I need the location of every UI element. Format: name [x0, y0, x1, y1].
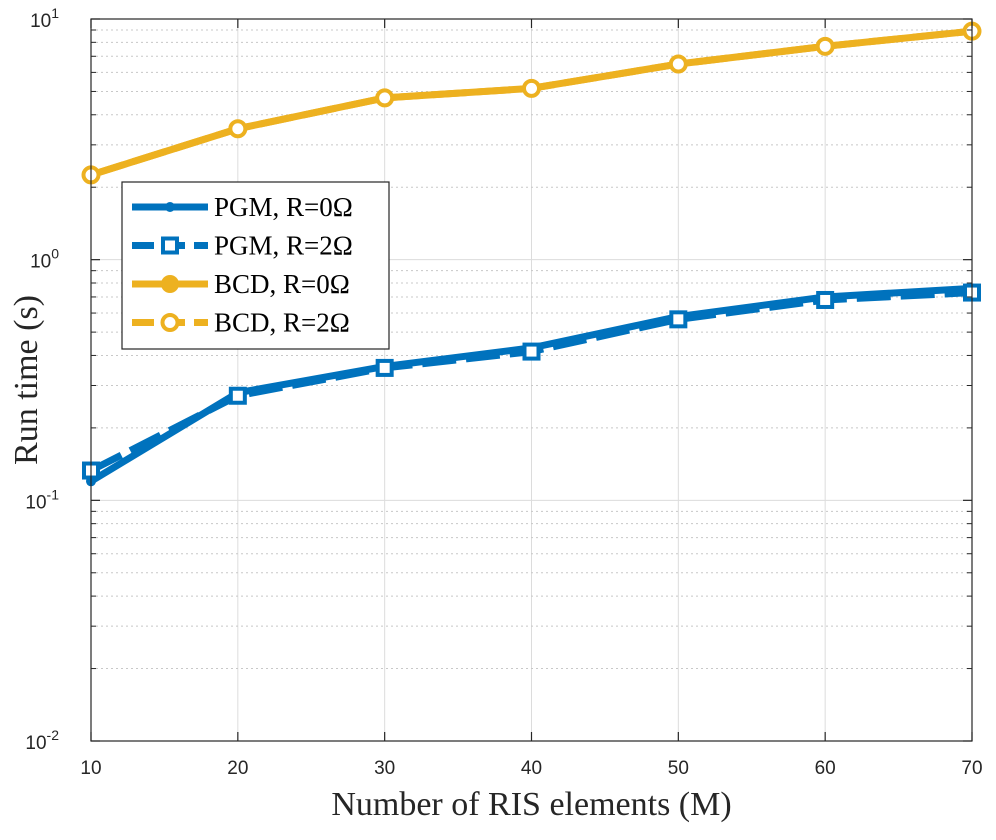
- legend-marker: [161, 236, 179, 255]
- legend-marker: [161, 275, 179, 293]
- data-point: [375, 88, 395, 108]
- legend: PGM, R=0Ω PGM, R=2Ω BCD, R=0Ω BCD, R=2Ω: [121, 181, 390, 350]
- y-tick-base: 10: [30, 11, 51, 32]
- plot-series: [81, 21, 982, 487]
- legend-label: BCD, R=0Ω: [214, 269, 350, 299]
- y-tick-base: 10: [25, 733, 46, 754]
- y-tick-exponent: 0: [51, 246, 59, 262]
- legend-marker: [160, 313, 180, 332]
- data-point: [228, 119, 248, 139]
- x-tick-label: 10: [80, 758, 101, 779]
- y-tick-exponent: -2: [47, 727, 60, 743]
- x-tick-label: 20: [227, 758, 248, 779]
- y-tick-label: 100: [30, 246, 59, 273]
- data-point: [522, 78, 541, 98]
- x-tick-label: 60: [815, 758, 836, 779]
- y-tick-base: 10: [30, 252, 51, 273]
- legend-label: PGM, R=2Ω: [214, 231, 353, 261]
- y-axis-label: Run time (s): [8, 295, 45, 465]
- data-point: [522, 342, 541, 361]
- y-tick-label: 101: [30, 5, 59, 32]
- x-tick-label: 50: [668, 758, 689, 779]
- data-point: [669, 310, 688, 329]
- legend-label: PGM, R=0Ω: [214, 192, 353, 222]
- legend-label: BCD, R=2Ω: [214, 308, 350, 338]
- data-point: [228, 386, 247, 405]
- data-point: [815, 36, 835, 56]
- data-point: [375, 358, 394, 377]
- y-tick-base: 10: [25, 492, 46, 513]
- y-tick-label: 10-2: [25, 727, 59, 754]
- x-tick-label: 40: [521, 758, 542, 779]
- legend-marker: [165, 202, 175, 212]
- x-tick-label: 30: [374, 758, 395, 779]
- data-point: [816, 290, 835, 309]
- x-axis-label: Number of RIS elements (M): [331, 786, 731, 823]
- x-tick-label: 70: [961, 758, 982, 779]
- y-tick-exponent: 1: [51, 5, 59, 21]
- series-1: [82, 283, 981, 480]
- y-tick-label: 10-1: [25, 486, 59, 513]
- y-tick-exponent: -1: [47, 486, 60, 502]
- data-point: [668, 54, 688, 74]
